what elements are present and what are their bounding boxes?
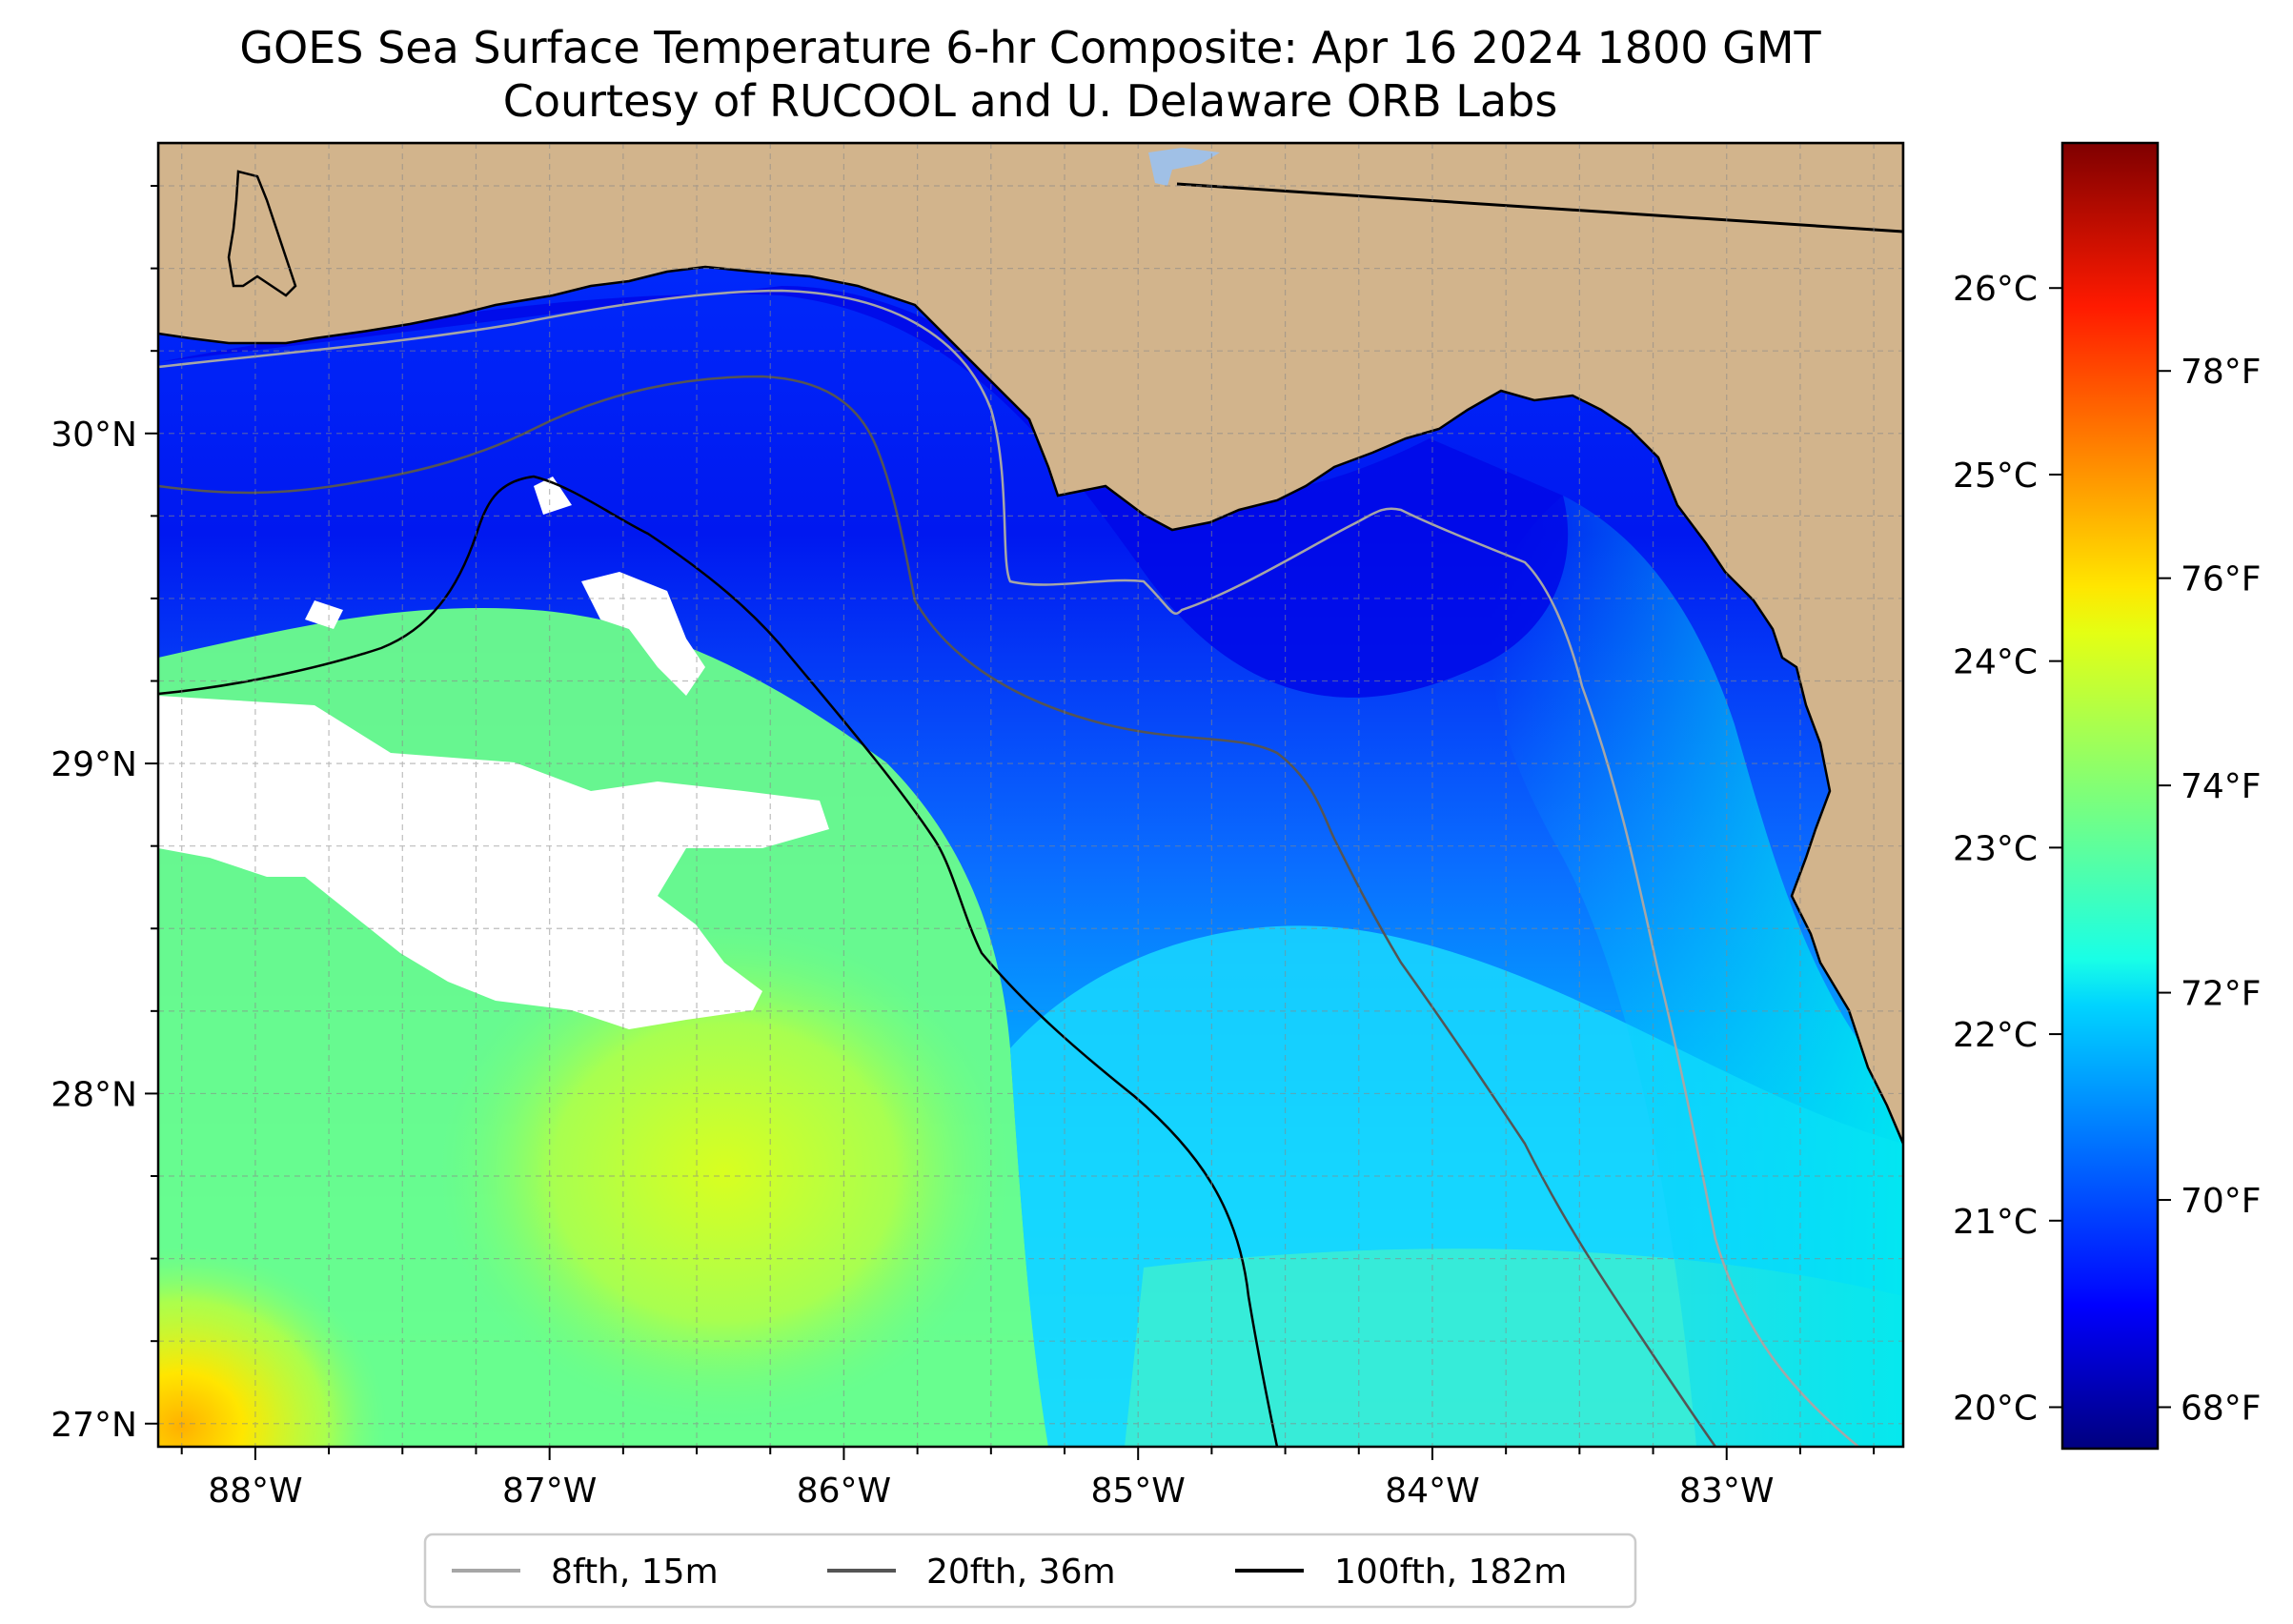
cold-band xyxy=(158,286,1569,698)
gridlines xyxy=(158,143,1903,1447)
lon-tick-label: 88°W xyxy=(208,1472,302,1511)
celsius-tick-label: 24°C xyxy=(1953,643,2038,682)
lat-tick-label: 30°N xyxy=(51,416,137,455)
celsius-tick-label: 22°C xyxy=(1953,1016,2038,1055)
fahrenheit-tick-label: 72°F xyxy=(2181,975,2262,1014)
longitude-axis: 88°W 87°W 86°W 85°W 84°W 83°W xyxy=(180,1447,1876,1511)
warm-southwest-corner xyxy=(158,1048,616,1447)
lon-tick-label: 87°W xyxy=(502,1472,597,1511)
east-shelf-water xyxy=(1491,496,1903,1447)
isobath-8fth xyxy=(158,289,1859,1447)
legend-frame xyxy=(423,1533,1637,1609)
legend-label: 20fth, 36m xyxy=(926,1553,1116,1592)
legend-label: 8fth, 15m xyxy=(551,1553,719,1592)
map-title: GOES Sea Surface Temperature 6-hr Compos… xyxy=(239,22,1821,73)
celsius-tick-label: 25°C xyxy=(1953,457,2038,496)
lake-seminole xyxy=(1148,148,1220,186)
legend: 8fth, 15m 20fth, 36m 100fth, 182m xyxy=(423,1533,1637,1609)
mobile-bay-peninsula xyxy=(227,170,297,297)
fahrenheit-tick-label: 74°F xyxy=(2181,767,2262,806)
fahrenheit-tick-label: 68°F xyxy=(2181,1390,2262,1429)
state-border xyxy=(1176,182,1903,233)
land-north-coast xyxy=(158,143,1903,1145)
fahrenheit-tick-label: 76°F xyxy=(2181,560,2262,599)
map-subtitle: Courtesy of RUCOOL and U. Delaware ORB L… xyxy=(503,75,1558,127)
latitude-axis: 27°N 28°N 29°N 30°N xyxy=(51,185,158,1445)
fahrenheit-tick-label: 78°F xyxy=(2181,353,2262,392)
celsius-tick-label: 20°C xyxy=(1953,1390,2038,1429)
celsius-tick-label: 21°C xyxy=(1953,1203,2038,1242)
lat-tick-label: 28°N xyxy=(51,1075,137,1114)
land xyxy=(158,143,1903,1145)
celsius-tick-label: 26°C xyxy=(1953,270,2038,309)
isobath-20fth xyxy=(158,375,1717,1447)
colorbar-fahrenheit-ticks: 68°F 70°F 72°F 74°F 76°F 78°F xyxy=(2158,353,2262,1429)
cloud-mask xyxy=(158,477,829,1029)
celsius-tick-label: 23°C xyxy=(1953,829,2038,868)
map-panel xyxy=(158,143,1903,1447)
map-frame xyxy=(156,141,1905,1449)
colorbar-celsius-ticks: 20°C 21°C 22°C 23°C 24°C 25°C 26°C xyxy=(1953,270,2062,1429)
lon-tick-label: 83°W xyxy=(1679,1472,1774,1511)
isobath-100fth xyxy=(158,475,1279,1447)
colorbar-gradient xyxy=(2060,141,2160,1451)
fahrenheit-tick-label: 70°F xyxy=(2181,1182,2262,1221)
legend-items: 8fth, 15m 20fth, 36m 100fth, 182m xyxy=(452,1553,1567,1592)
isobaths xyxy=(158,289,1859,1447)
lon-tick-label: 84°W xyxy=(1385,1472,1479,1511)
lat-tick-label: 27°N xyxy=(51,1406,137,1445)
lat-tick-label: 29°N xyxy=(51,745,137,784)
lon-tick-label: 86°W xyxy=(797,1472,891,1511)
lon-tick-label: 85°W xyxy=(1090,1472,1185,1511)
legend-label: 100fth, 182m xyxy=(1334,1553,1567,1592)
colorbar: 20°C 21°C 22°C 23°C 24°C 25°C 26°C 68°F 70°F 72°… xyxy=(1953,141,2262,1451)
